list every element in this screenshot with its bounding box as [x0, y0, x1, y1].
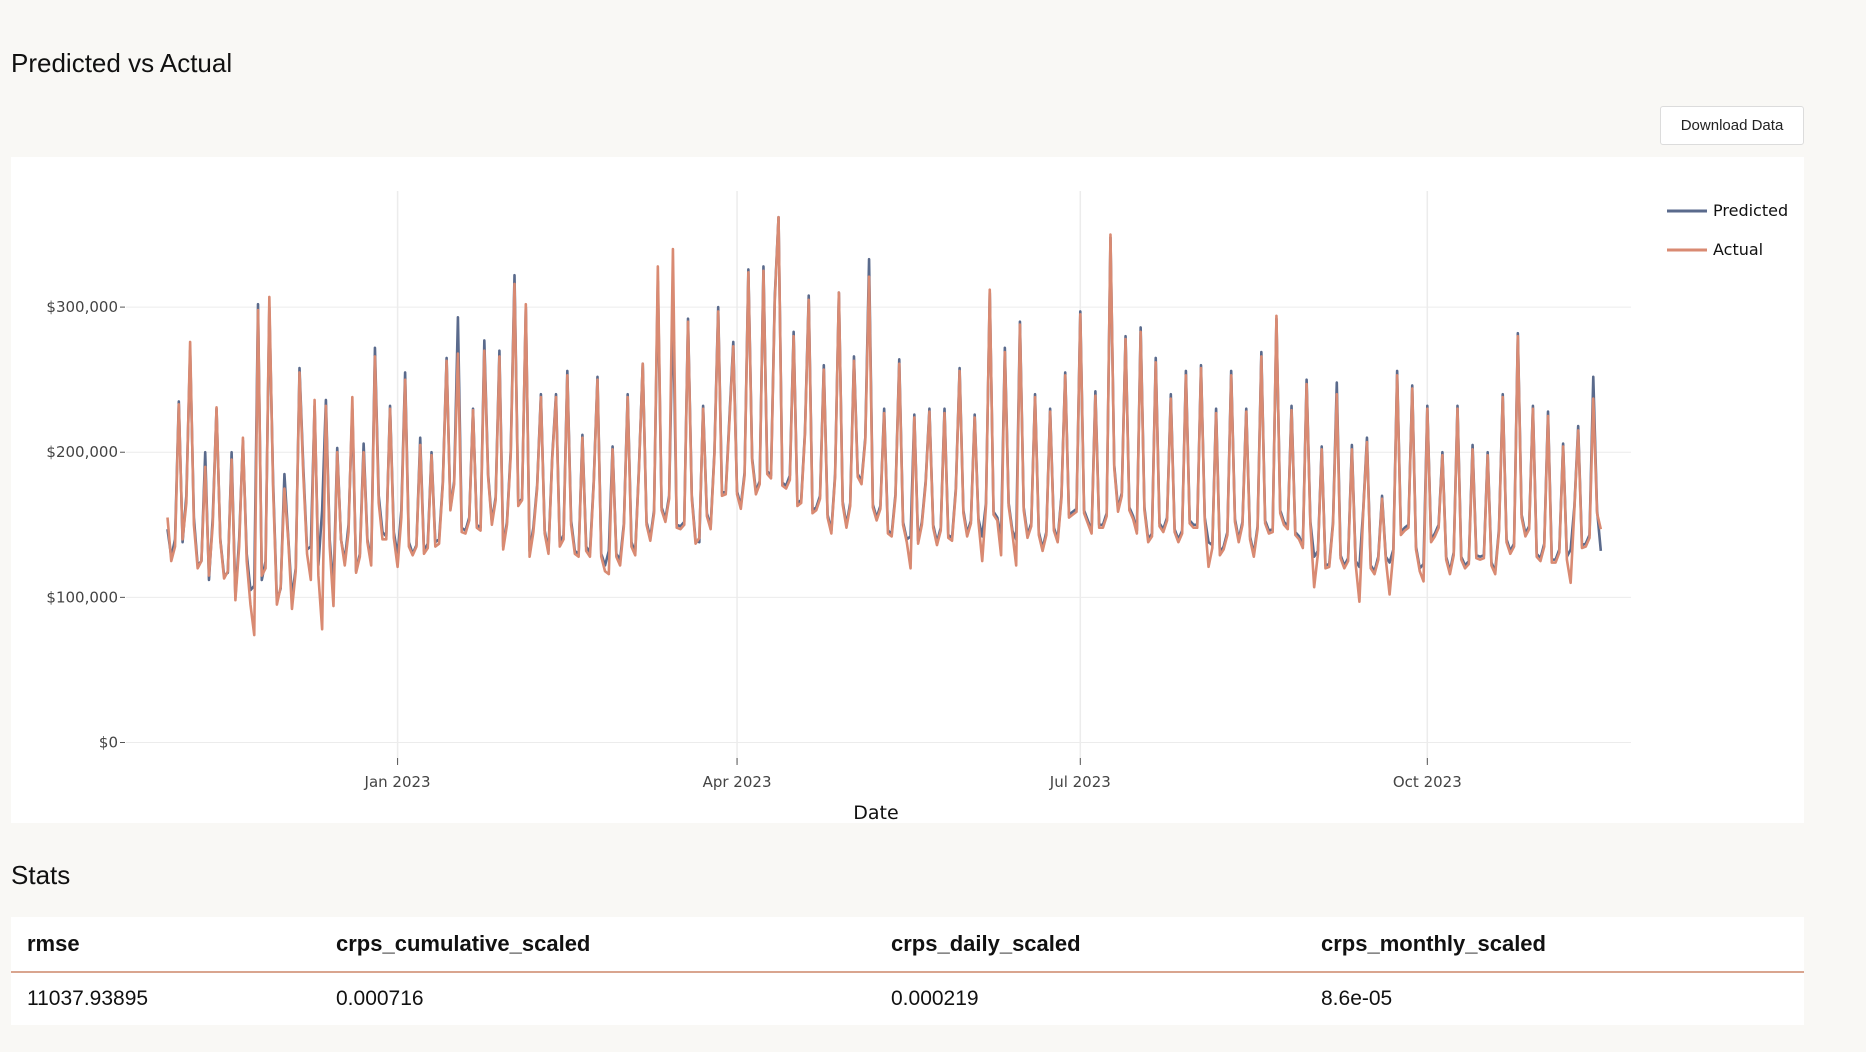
stats-header-rmse: rmse	[11, 917, 320, 973]
y-tick-label: $300,000	[46, 298, 118, 316]
stats-value-crps-monthly: 8.6e-05	[1321, 987, 1393, 1010]
download-data-button[interactable]: Download Data	[1660, 106, 1804, 145]
series-line-actual[interactable]	[166, 215, 1603, 637]
x-tick-label: Oct 2023	[1393, 773, 1462, 791]
stats-header-crps-daily: crps_daily_scaled	[875, 917, 1305, 973]
y-tick-label: $200,000	[46, 443, 118, 461]
line-chart[interactable]: $0 $100,000 $200,000 $300,000 Jan 2023 Apr 2…	[11, 157, 1804, 823]
chart-section-title: Predicted vs Actual	[11, 48, 233, 78]
stats-table: rmse crps_cumulative_scaled crps_daily_s…	[11, 917, 1804, 1025]
legend-item-actual[interactable]: Actual	[1667, 240, 1763, 259]
chart-legend[interactable]: Predicted Actual	[1667, 201, 1788, 259]
stats-header-crps-cumulative: crps_cumulative_scaled	[320, 917, 875, 973]
y-gridlines	[126, 306, 1631, 743]
x-tick-label: Jul 2023	[1049, 773, 1111, 791]
y-tick-label: $100,000	[46, 588, 118, 606]
table-row: 11037.93895 0.000716 0.000219 8.6e-05	[11, 972, 1804, 1025]
series-layer	[166, 215, 1603, 637]
legend-item-predicted[interactable]: Predicted	[1667, 201, 1788, 220]
stats-value-rmse: 11037.93895	[27, 987, 149, 1010]
x-axis-title: Date	[853, 802, 898, 823]
stats-value-crps-daily: 0.000219	[891, 987, 979, 1010]
stats-value-crps-cumulative: 0.000716	[336, 987, 424, 1010]
legend-label-actual: Actual	[1713, 240, 1763, 259]
x-tick-label: Jan 2023	[364, 773, 431, 791]
x-axis-ticks: Jan 2023 Apr 2023 Jul 2023 Oct 2023	[364, 758, 1462, 791]
legend-label-predicted: Predicted	[1713, 201, 1788, 220]
stats-header-crps-monthly: crps_monthly_scaled	[1305, 917, 1804, 973]
chart-panel: $0 $100,000 $200,000 $300,000 Jan 2023 Apr 2…	[11, 157, 1804, 823]
stats-section-title: Stats	[11, 860, 71, 890]
stats-header-row: rmse crps_cumulative_scaled crps_daily_s…	[11, 917, 1804, 973]
y-axis-ticks: $0 $100,000 $200,000 $300,000	[46, 298, 125, 751]
x-tick-label: Apr 2023	[703, 773, 772, 791]
stats-card: rmse crps_cumulative_scaled crps_daily_s…	[11, 917, 1804, 1025]
y-tick-label: $0	[99, 733, 118, 751]
